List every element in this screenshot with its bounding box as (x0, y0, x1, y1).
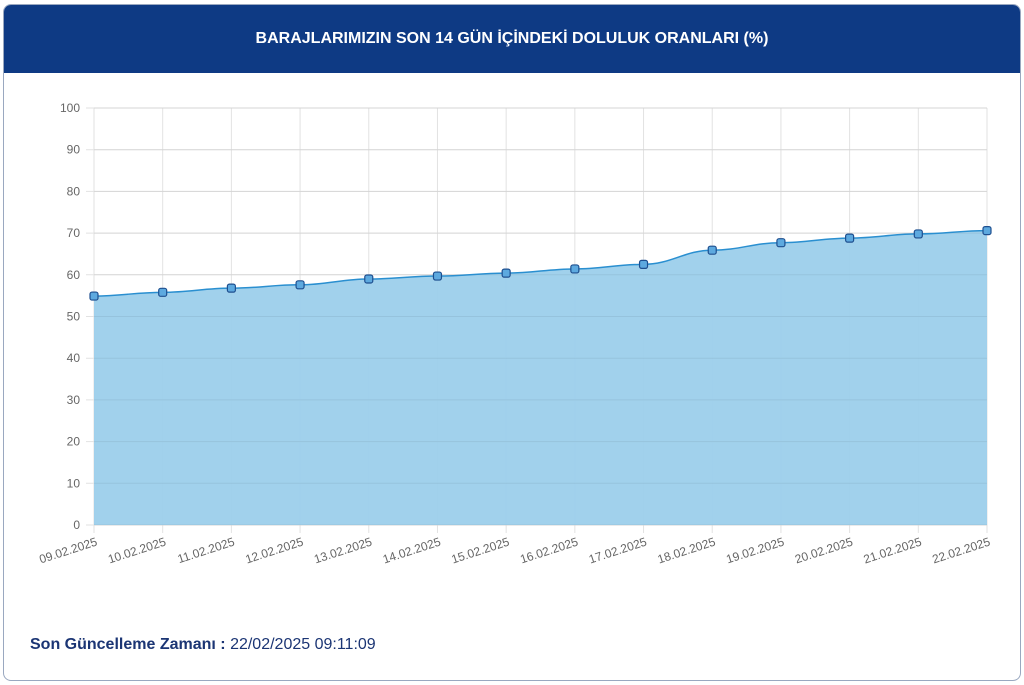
y-tick-label: 0 (73, 518, 80, 532)
series-line (93, 229, 988, 297)
x-tick-label: 22.02.2025 (930, 534, 992, 566)
data-point (226, 283, 236, 293)
data-point (432, 271, 443, 281)
y-tick-label: 80 (67, 184, 81, 198)
data-point (982, 225, 992, 236)
data-point (776, 238, 786, 248)
last-update: Son Güncelleme Zamanı : 22/02/2025 09:11… (30, 636, 376, 654)
data-point (501, 268, 511, 278)
y-tick-label: 90 (67, 143, 81, 157)
x-tick-label: 10.02.2025 (106, 534, 168, 566)
chart-header: BARAJLARIMIZIN SON 14 GÜN İÇİNDEKİ DOLUL… (4, 5, 1020, 73)
x-tick-label: 09.02.2025 (37, 534, 99, 566)
last-update-value: 22/02/2025 09:11:09 (230, 636, 376, 653)
x-tick-label: 13.02.2025 (312, 534, 374, 566)
y-tick-label: 100 (60, 101, 80, 115)
y-tick-label: 10 (67, 476, 81, 490)
x-tick-label: 14.02.2025 (381, 534, 443, 566)
x-tick-label: 21.02.2025 (862, 534, 924, 566)
x-tick-label: 16.02.2025 (518, 534, 580, 566)
data-point (158, 287, 168, 297)
data-point (913, 229, 923, 239)
y-tick-label: 30 (67, 393, 81, 407)
x-tick-label: 15.02.2025 (450, 534, 512, 566)
data-point (707, 245, 717, 255)
x-tick-label: 17.02.2025 (587, 534, 649, 566)
y-tick-label: 60 (67, 268, 81, 282)
data-point (295, 280, 305, 290)
data-point (638, 259, 649, 269)
x-tick-label: 11.02.2025 (176, 534, 237, 566)
data-point (89, 291, 99, 301)
y-tick-label: 70 (67, 226, 81, 240)
data-point (364, 274, 374, 284)
y-tick-label: 20 (67, 435, 81, 449)
area-fill (94, 230, 987, 525)
data-point (570, 264, 580, 274)
x-tick-label: 20.02.2025 (793, 534, 855, 566)
x-tick-label: 12.02.2025 (244, 534, 306, 566)
y-tick-label: 40 (67, 351, 81, 365)
y-tick-label: 50 (67, 310, 81, 324)
x-tick-label: 18.02.2025 (656, 534, 718, 566)
data-point (845, 233, 855, 243)
last-update-label: Son Güncelleme Zamanı : (30, 636, 226, 653)
x-tick-label: 19.02.2025 (724, 534, 786, 566)
